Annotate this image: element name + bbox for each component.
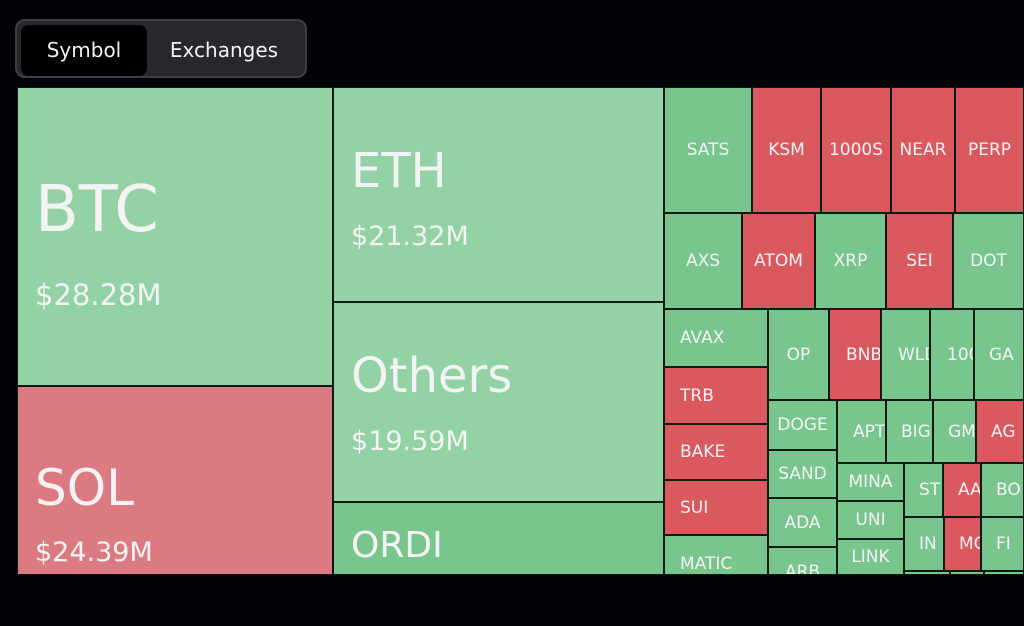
tile-st[interactable]: ST	[904, 463, 943, 517]
tile-symbol: APT	[853, 421, 885, 442]
tile-value: $19.59M	[351, 426, 469, 457]
tile-arb[interactable]: ARB	[768, 547, 837, 575]
tile-symbol: 100	[947, 344, 973, 365]
tile-symbol: ORDI	[351, 525, 443, 566]
tile-symbol: IN	[919, 534, 937, 554]
tile-sei[interactable]: SEI	[886, 213, 953, 309]
tile-doge[interactable]: DOGE	[768, 400, 837, 450]
tile-apt[interactable]: APT	[837, 400, 886, 463]
tile-avax[interactable]: AVAX	[664, 309, 768, 367]
tile-big[interactable]: BIG	[886, 400, 933, 463]
tile-bake[interactable]: BAKE	[664, 424, 768, 480]
tile-symbol: ETH	[351, 143, 447, 199]
tile-symbol: NEAR	[899, 140, 947, 160]
tile-ksm[interactable]: KSM	[752, 87, 821, 213]
tile-btc[interactable]: BTC $28.28M	[17, 87, 333, 386]
tile-100[interactable]: 100	[930, 309, 974, 400]
tile-aa[interactable]: AA	[943, 463, 981, 517]
tile-symbol: BO	[996, 480, 1021, 500]
tile-symbol: BNB	[846, 344, 880, 365]
tile-symbol: BIG	[901, 421, 931, 442]
tile-symbol: TRB	[680, 385, 714, 406]
tile-value: $28.28M	[35, 278, 162, 312]
tile-sats[interactable]: SATS	[664, 87, 752, 213]
tile-op[interactable]: OP	[768, 309, 829, 400]
tile-sui[interactable]: SUI	[664, 480, 768, 535]
tile-symbol: ST	[919, 480, 941, 500]
tile-sliver[interactable]	[904, 571, 950, 575]
tile-in[interactable]: IN	[904, 517, 944, 571]
tile-bo[interactable]: BO	[981, 463, 1024, 517]
tile-sliver[interactable]	[950, 571, 984, 575]
tile-symbol: SEI	[906, 251, 933, 271]
tile-symbol: LINK	[851, 547, 890, 567]
tile-bnb[interactable]: BNB	[829, 309, 881, 400]
view-toggle: Symbol Exchanges	[15, 19, 307, 78]
tile-symbol: ADA	[784, 512, 821, 533]
tile-symbol: SUI	[680, 497, 709, 518]
tile-ag[interactable]: AG	[976, 400, 1024, 463]
liquidation-treemap: BTC $28.28M SOL $24.39M ETH $21.32M Othe…	[17, 87, 1024, 575]
tile-matic[interactable]: MATIC	[664, 535, 768, 575]
tile-symbol: MO	[959, 534, 980, 554]
symbol-tab[interactable]: Symbol	[21, 25, 147, 76]
tile-symbol: AG	[991, 421, 1016, 442]
tile-others[interactable]: Others $19.59M	[333, 302, 664, 502]
tile-ga[interactable]: GA	[974, 309, 1024, 400]
tile-symbol: GM	[948, 421, 975, 442]
exchanges-tab[interactable]: Exchanges	[169, 38, 279, 62]
tile-eth[interactable]: ETH $21.32M	[333, 87, 664, 302]
tile-symbol: DOGE	[777, 415, 828, 435]
tile-symbol: GA	[989, 344, 1014, 365]
tile-symbol: OP	[786, 344, 811, 365]
tile-mina[interactable]: MINA	[837, 463, 904, 501]
tile-symbol: MINA	[848, 472, 893, 492]
tile-symbol: FI	[996, 534, 1011, 554]
tile-symbol: SOL	[35, 459, 134, 517]
tile-ordi[interactable]: ORDI	[333, 502, 664, 575]
tile-sand[interactable]: SAND	[768, 450, 837, 498]
tile-symbol: AXS	[685, 251, 721, 271]
tile-mo[interactable]: MO	[944, 517, 981, 571]
tile-symbol: ATOM	[754, 251, 803, 271]
tile-symbol: ARB	[784, 562, 821, 575]
tile-uni[interactable]: UNI	[837, 501, 904, 539]
tile-symbol: 1000S	[828, 140, 884, 160]
tile-fi[interactable]: FI	[981, 517, 1024, 571]
tile-symbol: DOT	[970, 251, 1007, 271]
tile-value: $24.39M	[35, 537, 153, 568]
tile-sliver[interactable]	[984, 571, 1024, 575]
tile-ada[interactable]: ADA	[768, 498, 837, 547]
tile-symbol: KSM	[768, 140, 805, 160]
tile-symbol: MATIC	[680, 554, 733, 574]
tile-sol[interactable]: SOL $24.39M	[17, 386, 333, 575]
tile-symbol: SAND	[778, 464, 827, 484]
tile-near[interactable]: NEAR	[891, 87, 955, 213]
tile-gm[interactable]: GM	[933, 400, 976, 463]
tile-symbol: Others	[351, 348, 513, 404]
tile-symbol: BTC	[35, 173, 159, 247]
tile-dot[interactable]: DOT	[953, 213, 1024, 309]
tile-symbol: WLD	[898, 344, 929, 365]
tile-wld[interactable]: WLD	[881, 309, 930, 400]
tile-trb[interactable]: TRB	[664, 367, 768, 424]
tile-symbol: PERP	[967, 140, 1012, 160]
tile-symbol: BAKE	[680, 442, 726, 462]
tile-value: $21.32M	[351, 221, 469, 252]
tile-axs[interactable]: AXS	[664, 213, 742, 309]
tile-link[interactable]: LINK	[837, 539, 904, 575]
tile-symbol: AA	[958, 480, 980, 500]
tile-symbol: AVAX	[680, 328, 725, 348]
tile-perp[interactable]: PERP	[955, 87, 1024, 213]
tile-atom[interactable]: ATOM	[742, 213, 815, 309]
tile-symbol: XRP	[833, 251, 868, 271]
tile-xrp[interactable]: XRP	[815, 213, 886, 309]
tile-1000s[interactable]: 1000S	[821, 87, 891, 213]
tile-symbol: UNI	[855, 510, 886, 530]
tile-symbol: SATS	[686, 140, 730, 160]
